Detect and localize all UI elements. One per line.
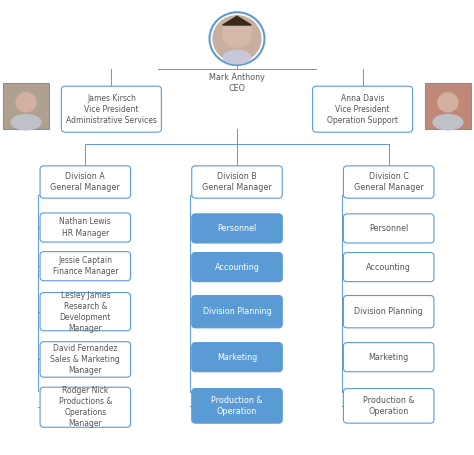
FancyBboxPatch shape (425, 83, 471, 129)
Text: Division A
General Manager: Division A General Manager (50, 172, 120, 192)
FancyBboxPatch shape (343, 296, 434, 328)
Text: Personnel: Personnel (218, 224, 256, 233)
FancyBboxPatch shape (343, 214, 434, 243)
Text: Accounting: Accounting (366, 263, 411, 272)
Text: Rodger Nick
Productions &
Operations
Manager: Rodger Nick Productions & Operations Man… (59, 386, 112, 428)
FancyBboxPatch shape (191, 214, 282, 243)
FancyBboxPatch shape (191, 389, 282, 423)
Text: David Fernandez
Sales & Marketing
Manager: David Fernandez Sales & Marketing Manage… (50, 344, 120, 375)
Text: Division Planning: Division Planning (355, 307, 423, 316)
Polygon shape (223, 16, 251, 25)
Text: Lesley James
Research &
Development
Manager: Lesley James Research & Development Mana… (60, 291, 111, 333)
FancyBboxPatch shape (40, 342, 130, 377)
Ellipse shape (433, 115, 463, 130)
Text: Division C
General Manager: Division C General Manager (354, 172, 424, 192)
Text: Marketing: Marketing (369, 353, 409, 362)
FancyBboxPatch shape (313, 86, 412, 132)
FancyBboxPatch shape (40, 293, 130, 331)
Text: Division B
General Manager: Division B General Manager (202, 172, 272, 192)
FancyBboxPatch shape (191, 253, 282, 282)
Text: Production &
Operation: Production & Operation (363, 396, 414, 416)
FancyBboxPatch shape (40, 166, 130, 198)
Circle shape (212, 15, 262, 62)
Text: James Kirsch
Vice President
Administrative Services: James Kirsch Vice President Administrati… (66, 94, 157, 125)
Ellipse shape (223, 51, 251, 64)
Ellipse shape (11, 115, 41, 130)
Text: Personnel: Personnel (369, 224, 408, 233)
FancyBboxPatch shape (343, 253, 434, 282)
FancyBboxPatch shape (3, 83, 49, 129)
FancyBboxPatch shape (191, 166, 282, 198)
Circle shape (222, 19, 252, 48)
Text: Division Planning: Division Planning (203, 307, 271, 316)
Text: Production &
Operation: Production & Operation (211, 396, 263, 416)
FancyBboxPatch shape (40, 252, 130, 281)
Circle shape (438, 93, 458, 112)
FancyBboxPatch shape (191, 296, 282, 328)
FancyBboxPatch shape (40, 213, 130, 242)
Text: Marketing: Marketing (217, 353, 257, 362)
Circle shape (16, 93, 36, 112)
Text: Mark Anthony
CEO: Mark Anthony CEO (209, 73, 265, 93)
Text: Nathan Lewis
HR Manager: Nathan Lewis HR Manager (59, 217, 111, 238)
Text: Accounting: Accounting (215, 263, 259, 272)
Text: Anna Davis
Vice President
Operation Support: Anna Davis Vice President Operation Supp… (327, 94, 398, 125)
FancyBboxPatch shape (343, 389, 434, 423)
Text: Jessie Captain
Finance Manager: Jessie Captain Finance Manager (53, 256, 118, 276)
FancyBboxPatch shape (61, 86, 161, 132)
FancyBboxPatch shape (343, 343, 434, 372)
FancyBboxPatch shape (343, 166, 434, 198)
FancyBboxPatch shape (40, 387, 130, 427)
FancyBboxPatch shape (191, 343, 282, 372)
